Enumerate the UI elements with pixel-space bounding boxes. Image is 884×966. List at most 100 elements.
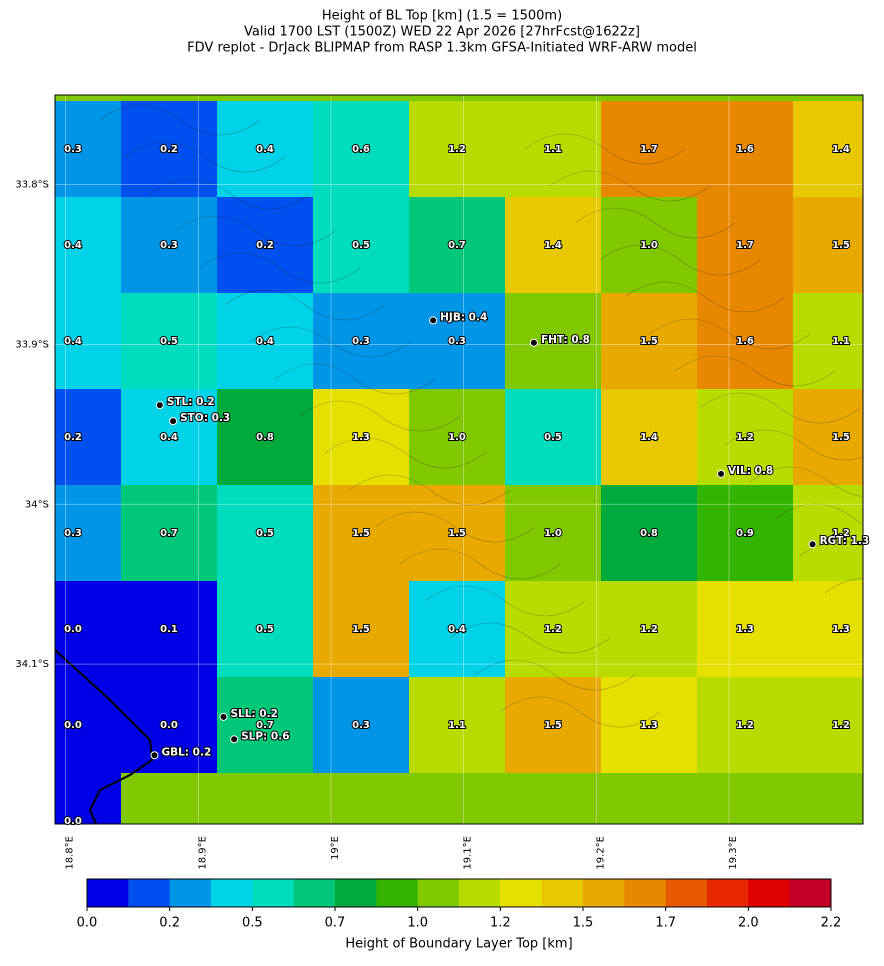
field bbox=[55, 95, 863, 824]
contour bbox=[274, 363, 436, 395]
colorbar-tick-label: 1.2 bbox=[490, 916, 511, 931]
field-cell bbox=[697, 293, 793, 389]
field-cell bbox=[793, 389, 863, 485]
contour bbox=[774, 503, 863, 525]
field-cell bbox=[601, 677, 697, 773]
contour bbox=[799, 540, 863, 557]
cell-value: 0.5 bbox=[160, 336, 178, 347]
station-marker bbox=[219, 712, 228, 721]
field-cell bbox=[793, 101, 863, 197]
contour bbox=[224, 289, 386, 321]
field-cell bbox=[793, 485, 863, 581]
cell-value: 1.3 bbox=[736, 624, 754, 635]
colorbar-tick-label: 2.0 bbox=[738, 916, 759, 931]
y-tick-label: 33.8°S bbox=[15, 180, 49, 191]
contour bbox=[749, 466, 863, 497]
field-cell bbox=[55, 101, 121, 197]
x-tick-label: 18.9°E bbox=[197, 836, 208, 870]
plot-frame bbox=[54, 94, 864, 825]
contour bbox=[474, 659, 636, 691]
colorbar-tick-label: 0.7 bbox=[325, 916, 346, 931]
cell-value: 1.2 bbox=[736, 432, 754, 443]
field-cell bbox=[793, 197, 863, 293]
field-cell bbox=[313, 485, 409, 581]
x-tick-label: 19.2°E bbox=[595, 836, 606, 870]
colorbar-swatch bbox=[376, 879, 419, 907]
field-cell bbox=[505, 389, 601, 485]
cell-value: 0.3 bbox=[64, 144, 82, 155]
field-cell bbox=[55, 773, 121, 824]
station-marker bbox=[808, 540, 817, 549]
colorbar-swatch bbox=[541, 879, 584, 907]
field-cell bbox=[121, 677, 217, 773]
cell-value: 1.7 bbox=[640, 144, 658, 155]
field-cell bbox=[121, 389, 217, 485]
colorbar-swatch bbox=[252, 879, 295, 907]
cell-value: 1.1 bbox=[832, 336, 850, 347]
contour bbox=[449, 622, 611, 654]
field-cell bbox=[601, 485, 697, 581]
cell-value: 1.4 bbox=[544, 240, 562, 251]
field-cell bbox=[697, 197, 793, 293]
field-cell bbox=[121, 293, 217, 389]
cell-value: 0.2 bbox=[64, 432, 82, 443]
colorbar-tick-label: 1.5 bbox=[573, 916, 594, 931]
colorbar-swatch bbox=[87, 879, 129, 907]
cell-value: 1.2 bbox=[832, 720, 850, 731]
field-cell bbox=[313, 389, 409, 485]
contour bbox=[299, 400, 461, 432]
cell-value: 0.8 bbox=[256, 432, 274, 443]
colorbar-swatch bbox=[707, 879, 749, 907]
cell-value: 0.3 bbox=[352, 720, 370, 731]
station-marker bbox=[529, 338, 538, 347]
coastline bbox=[55, 649, 154, 824]
field-cell bbox=[217, 197, 313, 293]
cell-value: 1.5 bbox=[352, 528, 370, 539]
cell-value: 1.0 bbox=[640, 240, 658, 251]
station-label: SLP: 0.6 bbox=[241, 730, 289, 742]
cell-value: 1.5 bbox=[640, 336, 658, 347]
cell-value: 0.0 bbox=[160, 720, 178, 731]
cell-value: 1.2 bbox=[544, 624, 562, 635]
contour bbox=[674, 355, 836, 387]
field-cell bbox=[601, 101, 697, 197]
station-marker bbox=[230, 735, 239, 744]
field-cell bbox=[55, 197, 121, 293]
field-cell bbox=[313, 197, 409, 293]
cell-value: 0.4 bbox=[64, 240, 82, 251]
colorbar-frame bbox=[86, 878, 832, 908]
field-cell bbox=[121, 581, 217, 677]
station-label: STL: 0.2 bbox=[167, 396, 215, 408]
cell-value: 1.2 bbox=[832, 528, 850, 539]
contour bbox=[99, 104, 261, 136]
contour bbox=[124, 141, 286, 173]
x-tick-label: 19.1°E bbox=[463, 836, 474, 870]
field-cell bbox=[55, 389, 121, 485]
field-cell bbox=[793, 581, 863, 677]
contour bbox=[549, 170, 711, 202]
station-label: FHT: 0.8 bbox=[541, 334, 590, 346]
cell-value: 1.2 bbox=[448, 144, 466, 155]
y-tick-label: 34.1°S bbox=[15, 659, 49, 670]
cell-value: 1.5 bbox=[448, 528, 466, 539]
colorbar-swatch bbox=[583, 879, 625, 907]
colorbar-swatch bbox=[459, 879, 501, 907]
cell-value: 0.5 bbox=[256, 528, 274, 539]
field-cell bbox=[121, 485, 217, 581]
cell-value: 0.1 bbox=[160, 624, 178, 635]
cell-value: 1.7 bbox=[736, 240, 754, 251]
field-cell bbox=[697, 677, 793, 773]
cell-value: 0.3 bbox=[160, 240, 178, 251]
field-cell bbox=[505, 485, 601, 581]
field-cell bbox=[793, 677, 863, 773]
cell-value: 1.4 bbox=[640, 432, 658, 443]
field-cell bbox=[697, 581, 793, 677]
cell-value: 0.4 bbox=[256, 336, 274, 347]
x-tick-label: 19°E bbox=[330, 836, 341, 860]
colorbar-tick-label: 1.0 bbox=[407, 916, 428, 931]
cell-value: 0.0 bbox=[64, 816, 82, 827]
cell-value: 0.8 bbox=[640, 528, 658, 539]
field-cell bbox=[409, 197, 505, 293]
contour bbox=[349, 474, 511, 506]
